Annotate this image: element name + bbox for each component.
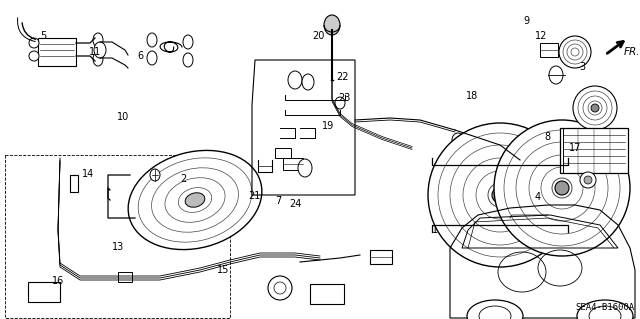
Ellipse shape <box>559 36 591 68</box>
Text: 15: 15 <box>216 264 229 275</box>
Ellipse shape <box>577 300 633 319</box>
Ellipse shape <box>183 35 193 49</box>
Ellipse shape <box>128 150 262 249</box>
Text: 10: 10 <box>117 112 130 122</box>
Ellipse shape <box>580 172 596 188</box>
Ellipse shape <box>589 306 621 319</box>
Text: 4: 4 <box>534 192 541 202</box>
Ellipse shape <box>147 51 157 65</box>
Ellipse shape <box>288 71 302 89</box>
Ellipse shape <box>324 15 340 35</box>
Text: 11: 11 <box>88 47 101 57</box>
Ellipse shape <box>494 120 630 256</box>
Ellipse shape <box>335 97 345 109</box>
Text: 17: 17 <box>568 143 581 153</box>
Text: FR.: FR. <box>624 47 640 57</box>
Ellipse shape <box>93 52 103 66</box>
Bar <box>560 128 628 173</box>
Bar <box>540 43 558 57</box>
Text: 5: 5 <box>40 31 47 41</box>
Text: 6: 6 <box>138 51 144 61</box>
Text: 3: 3 <box>579 62 586 72</box>
Bar <box>28 282 60 302</box>
Text: SEA4-B1600A: SEA4-B1600A <box>576 303 635 312</box>
Ellipse shape <box>93 33 103 47</box>
Ellipse shape <box>492 187 508 203</box>
Text: 7: 7 <box>275 196 282 206</box>
Text: 21: 21 <box>248 191 261 201</box>
Text: 24: 24 <box>289 198 302 209</box>
Bar <box>118 272 132 282</box>
Ellipse shape <box>452 133 464 147</box>
Text: 22: 22 <box>336 72 349 82</box>
Ellipse shape <box>185 193 205 207</box>
Text: 8: 8 <box>545 131 551 142</box>
Text: 20: 20 <box>312 31 325 41</box>
Ellipse shape <box>573 86 617 130</box>
Ellipse shape <box>302 74 314 90</box>
Ellipse shape <box>274 282 286 294</box>
Ellipse shape <box>467 300 523 319</box>
Text: 13: 13 <box>112 242 125 252</box>
Ellipse shape <box>147 33 157 47</box>
Ellipse shape <box>29 38 39 48</box>
Text: 18: 18 <box>466 91 479 101</box>
Ellipse shape <box>183 53 193 67</box>
Text: 1: 1 <box>432 225 438 235</box>
Bar <box>275 148 291 158</box>
Bar <box>310 284 344 304</box>
Ellipse shape <box>555 181 569 195</box>
Ellipse shape <box>584 176 592 184</box>
Text: 14: 14 <box>81 169 94 179</box>
Ellipse shape <box>150 169 160 181</box>
Ellipse shape <box>591 104 599 112</box>
Text: 12: 12 <box>534 31 547 41</box>
Ellipse shape <box>29 51 39 61</box>
Text: 2: 2 <box>180 174 187 184</box>
Ellipse shape <box>94 42 106 58</box>
Ellipse shape <box>298 159 312 177</box>
Text: 9: 9 <box>523 16 529 26</box>
Ellipse shape <box>549 66 563 84</box>
Ellipse shape <box>479 306 511 319</box>
Bar <box>370 250 392 264</box>
Text: 23: 23 <box>338 93 351 103</box>
Text: 19: 19 <box>321 121 334 131</box>
Text: 16: 16 <box>51 276 64 286</box>
Bar <box>38 38 76 66</box>
Ellipse shape <box>268 276 292 300</box>
Ellipse shape <box>428 123 572 267</box>
Bar <box>283 158 303 170</box>
